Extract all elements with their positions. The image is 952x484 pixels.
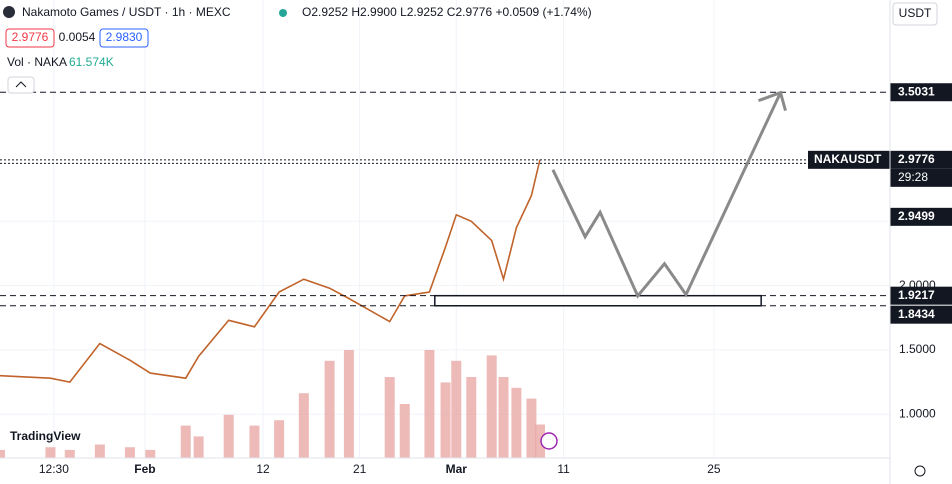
x-tick-label: 12:30	[39, 462, 69, 476]
level-label: 1.8434	[898, 307, 935, 321]
volume-bar	[486, 355, 497, 458]
ask: 2.9830	[106, 30, 143, 44]
symbol-label: NAKAUSDT	[814, 152, 882, 166]
spread: 0.0054	[59, 30, 96, 44]
countdown: 29:28	[898, 170, 928, 184]
volume-bar	[399, 404, 410, 458]
bid-box[interactable]	[5, 28, 55, 48]
symbol-title: Nakamoto Games / USDT · 1h · MEXC	[22, 5, 231, 19]
projection-path	[551, 91, 782, 299]
status-dot	[279, 9, 287, 17]
level-label-bg	[890, 207, 952, 226]
y-tick-label: 1.5000	[899, 342, 936, 356]
volume-bar	[274, 420, 285, 458]
level-label-bg	[890, 286, 952, 305]
currency: USDT	[899, 6, 932, 20]
volume-bar	[223, 414, 234, 458]
brand: TradingView	[10, 429, 81, 443]
volume-bar	[343, 350, 354, 458]
x-tick-label: Feb	[134, 462, 155, 476]
volume-bar	[526, 398, 537, 458]
level-label-bg	[890, 83, 952, 102]
volume-bar	[424, 350, 435, 458]
volume-label: Vol · NAKA	[7, 55, 67, 69]
volume-bar	[384, 377, 395, 458]
collapse-button[interactable]	[7, 76, 35, 94]
volume-bar	[0, 449, 5, 458]
projection-arrow	[757, 90, 787, 112]
x-tick-label: 12	[256, 462, 270, 476]
x-tick-label: 11	[557, 462, 570, 476]
x-tick-label: 21	[353, 462, 367, 476]
volume-bar	[124, 447, 135, 458]
level-label: 2.9776	[898, 152, 935, 166]
volume-value: 61.574K	[69, 55, 114, 69]
currency-button[interactable]	[892, 2, 938, 26]
symbol-label-bg	[808, 150, 890, 169]
level-label-bg	[890, 150, 952, 169]
level-label: 1.9217	[898, 288, 935, 302]
countdown-bg	[890, 168, 952, 187]
ask-box[interactable]	[99, 28, 149, 48]
volume-bar	[535, 424, 546, 458]
symbol-icon	[3, 6, 15, 18]
y-tick-label: 1.0000	[899, 406, 936, 420]
zone	[434, 294, 762, 307]
ohlc: O2.9252 H2.9900 L2.9252 C2.9776 +0.0509 …	[302, 5, 592, 19]
level-label: 2.9499	[898, 209, 935, 223]
plot	[0, 90, 890, 383]
volume	[0, 350, 546, 458]
volume-bar	[94, 444, 105, 458]
volume-bar	[440, 382, 451, 458]
collapse-icon	[15, 81, 27, 88]
volume-bar	[511, 387, 522, 458]
volume-bar	[249, 425, 260, 458]
volume-bar	[64, 449, 75, 458]
volume-bar	[180, 425, 191, 458]
price-line	[0, 159, 541, 383]
bid: 2.9776	[12, 30, 49, 44]
volume-bar	[193, 436, 204, 458]
x-tick-label: 25	[707, 462, 721, 476]
volume-bar	[451, 360, 462, 458]
volume-bar	[145, 449, 156, 458]
level-label: 3.5031	[898, 84, 935, 98]
volume-bar	[498, 377, 509, 458]
volume-bar	[324, 360, 335, 458]
volume-bar	[466, 377, 477, 458]
axes: 1.00001.50002.00002.500012:30Feb1221Mar1…	[39, 83, 952, 476]
volume-bar	[45, 447, 56, 458]
level-label-bg	[890, 305, 952, 324]
grid	[0, 0, 890, 458]
volume-bar	[298, 393, 309, 458]
x-tick-label: Mar	[446, 462, 468, 476]
event-icon[interactable]	[540, 432, 558, 450]
settings-icon[interactable]	[914, 465, 926, 477]
